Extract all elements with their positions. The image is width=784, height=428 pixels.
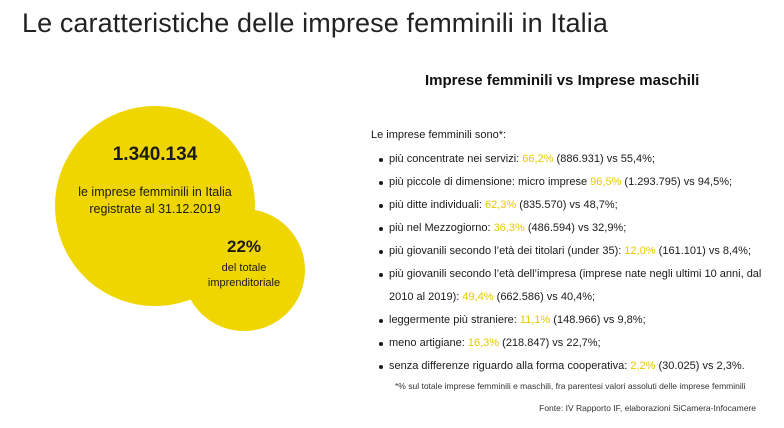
highlight-value: 11,1% [519, 314, 551, 326]
total-imprese-number: 1.340.134 [112, 144, 198, 165]
comparison-intro: Le imprese femminili sono*: [371, 129, 507, 141]
total-imprese-description: le imprese femminili in Italia registrat… [78, 185, 232, 216]
highlight-value: 96,5% [590, 176, 622, 188]
list-item: meno artigiane: 16,3% (218.847) vs 22,7%… [378, 332, 778, 355]
highlight-value: 36,3% [493, 222, 525, 234]
highlight-value: 62,3% [485, 199, 517, 211]
comparison-title: Imprese femminili vs Imprese maschili [425, 72, 700, 89]
highlight-value: 16,3% [467, 337, 500, 349]
list-item: leggermente più straniere: 11,1% (148.96… [378, 309, 778, 332]
highlight-value: 66,2% [522, 153, 554, 165]
percentage-circle: 22% del totale imprenditoriale [183, 209, 305, 331]
percentage-description: del totale imprenditoriale [207, 262, 281, 289]
list-item: più giovanili secondo l’età dei titolari… [378, 240, 778, 263]
percentage-number: 22% [226, 237, 262, 256]
highlight-value: 12,0% [624, 245, 656, 257]
highlight-value: 2,2% [630, 360, 656, 372]
highlight-value: 49,4% [462, 291, 494, 303]
list-item: più concentrate nei servizi: 66,2% (886.… [378, 148, 778, 171]
list-item: più ditte individuali: 62,3% (835.570) v… [378, 194, 778, 217]
list-item: più nel Mezzogiorno: 36,3% (486.594) vs … [378, 217, 778, 240]
list-item: più piccole di dimensione: micro imprese… [378, 171, 778, 194]
list-item: senza differenze riguardo alla forma coo… [378, 355, 778, 378]
source-note: Fonte: IV Rapporto IF, elaborazioni SiCa… [539, 403, 756, 413]
page-title: Le caratteristiche delle imprese femmini… [22, 8, 608, 38]
comparison-list: più concentrate nei servizi: 66,2% (886.… [378, 148, 778, 378]
footnote: *% sul totale imprese femminili e maschi… [395, 381, 746, 391]
total-imprese-circle: 1.340.134 le imprese femminili in Italia… [55, 106, 255, 306]
list-item: più giovanili secondo l’età dell’impresa… [378, 263, 778, 309]
